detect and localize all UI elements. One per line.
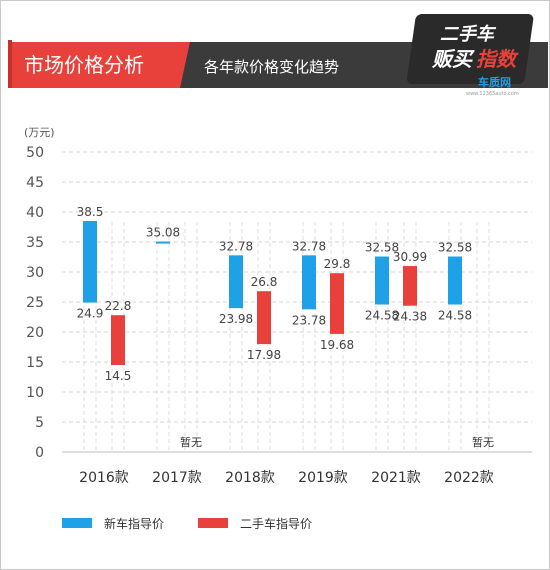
logo-line2b: 指数 <box>476 47 519 71</box>
bar-new <box>448 256 462 305</box>
y-tick-label: 0 <box>35 445 44 461</box>
bar-new <box>302 255 316 310</box>
data-label-high: 38.5 <box>77 205 104 219</box>
page-title: 市场价格分析 <box>24 53 144 77</box>
logo-line1: 二手车 <box>440 24 497 45</box>
data-label-low: 23.98 <box>219 312 253 326</box>
logo-url: www.12365auto.com <box>466 91 519 97</box>
data-label-high: 35.08 <box>146 226 180 240</box>
logo-icon: 二手车 贩买 指数 车质网 www.12365auto.com <box>406 14 534 97</box>
x-tick-label: 2017款 <box>152 470 202 486</box>
data-label-high: 22.8 <box>105 299 132 313</box>
x-tick-label: 2019款 <box>298 470 348 486</box>
logo-brand: 车质网 <box>478 75 511 89</box>
y-tick-label: 10 <box>26 385 44 401</box>
data-label-low: 17.98 <box>247 348 281 362</box>
bar-used <box>257 291 271 345</box>
data-label-low: 24.58 <box>365 309 399 323</box>
data-label-low: 23.78 <box>292 313 326 327</box>
bar-used <box>111 315 125 365</box>
title-tab-shape <box>12 42 196 88</box>
no-data-label: 暂无 <box>180 436 202 449</box>
legend-swatch-used <box>198 518 228 528</box>
bar-used <box>330 273 344 334</box>
legend: 新车指导价 二手车指导价 <box>62 516 312 531</box>
no-data-label: 暂无 <box>472 436 494 449</box>
label-layer: 38.5 24.9 35.08 32.78 23.98 32.78 23.78 32.58 24… <box>77 205 494 449</box>
bar-new <box>156 241 170 244</box>
data-label-high: 32.58 <box>365 241 399 255</box>
y-axis-label: (万元) <box>24 126 55 139</box>
axis-layer: 0 5 10 15 20 25 30 35 40 45 50 (万元) 2016款 2017款 2018款 2… <box>24 126 494 486</box>
bar-new <box>375 256 389 305</box>
y-tick-label: 5 <box>35 415 44 431</box>
header-banner: 市场价格分析 各年款价格变化趋势 二手车 贩买 指数 车质网 www.12365… <box>8 14 548 97</box>
page-subtitle: 各年款价格变化趋势 <box>204 58 339 76</box>
data-label-high: 32.58 <box>438 241 472 255</box>
y-tick-label: 30 <box>26 265 44 281</box>
title-tab-edge <box>8 40 12 88</box>
data-label-low: 24.58 <box>438 309 472 323</box>
x-tick-label: 2022款 <box>444 470 494 486</box>
y-tick-label: 50 <box>26 145 44 161</box>
data-label-high: 32.78 <box>219 239 253 253</box>
data-label-high: 29.8 <box>324 257 351 271</box>
data-label-high: 32.78 <box>292 239 326 253</box>
data-label-low: 14.5 <box>105 369 132 383</box>
y-tick-label: 35 <box>26 235 44 251</box>
bar-new <box>229 255 243 309</box>
logo-line2a: 贩买 <box>432 47 475 71</box>
data-label-high: 30.99 <box>393 250 427 264</box>
data-label-high: 26.8 <box>251 275 278 289</box>
data-label-low: 19.68 <box>320 338 354 352</box>
y-tick-label: 15 <box>26 355 44 371</box>
y-tick-label: 25 <box>26 295 44 311</box>
y-tick-label: 40 <box>26 205 44 221</box>
bar-new <box>83 221 97 303</box>
legend-swatch-new <box>62 518 92 528</box>
data-label-low: 24.38 <box>393 310 427 324</box>
legend-label-new: 新车指导价 <box>104 516 164 531</box>
x-tick-label: 2016款 <box>79 470 129 486</box>
bar-layer <box>83 221 462 365</box>
legend-label-used: 二手车指导价 <box>240 516 312 531</box>
x-tick-label: 2021款 <box>371 470 421 486</box>
x-tick-label: 2018款 <box>225 470 275 486</box>
bar-used <box>403 266 417 306</box>
data-label-low: 24.9 <box>77 307 104 321</box>
y-tick-label: 45 <box>26 175 44 191</box>
grid-layer <box>62 151 532 453</box>
y-tick-label: 20 <box>26 325 44 341</box>
